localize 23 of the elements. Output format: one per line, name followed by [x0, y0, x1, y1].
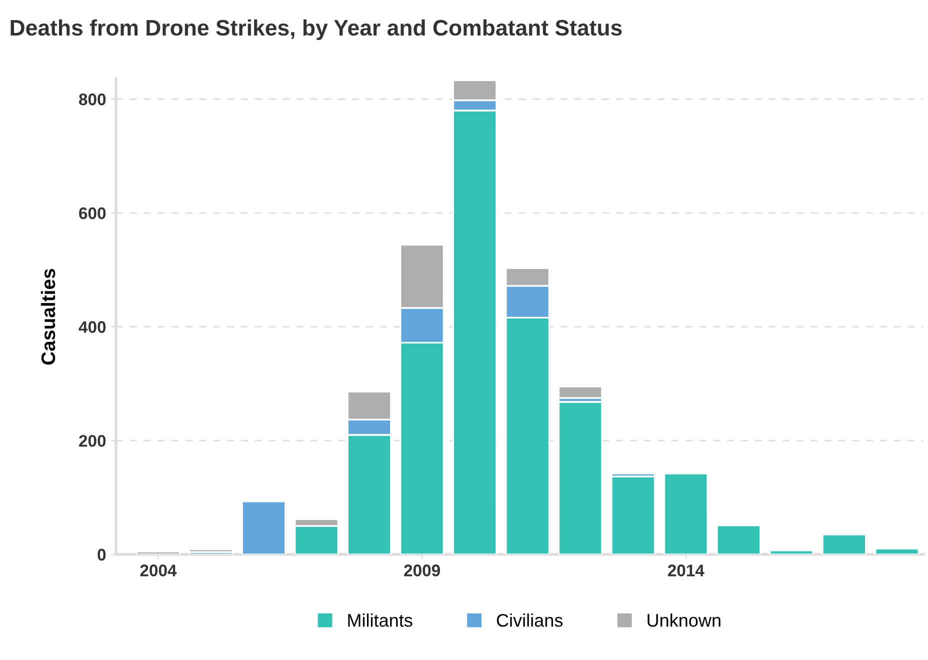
x-tick-label: 2014	[668, 564, 704, 576]
x-tick-label: 2009	[404, 564, 440, 576]
legend-label: Civilians	[496, 614, 563, 627]
y-tick-label: 0	[98, 548, 106, 561]
bar	[874, 548, 920, 554]
bar	[136, 550, 181, 554]
bar	[716, 524, 762, 554]
y-tick-label: 400	[78, 321, 106, 333]
y-tick-label: 800	[79, 94, 106, 106]
x-tick-label: 2004	[140, 564, 177, 576]
bar	[822, 534, 867, 554]
bar	[663, 472, 708, 554]
bar	[558, 386, 603, 399]
bar	[558, 401, 603, 554]
legend-label: Militants	[348, 614, 412, 627]
chart-title: Deaths from Drone Strikes, by Year and Combatant Status	[10, 19, 622, 40]
bar	[610, 476, 656, 554]
y-tick-label: 200	[79, 434, 106, 447]
y-tick-label: 600	[79, 207, 106, 220]
bar	[768, 550, 814, 554]
legend-label: Unknown	[648, 614, 720, 627]
bar	[241, 500, 286, 554]
y-axis-title: Casualties	[40, 268, 56, 365]
